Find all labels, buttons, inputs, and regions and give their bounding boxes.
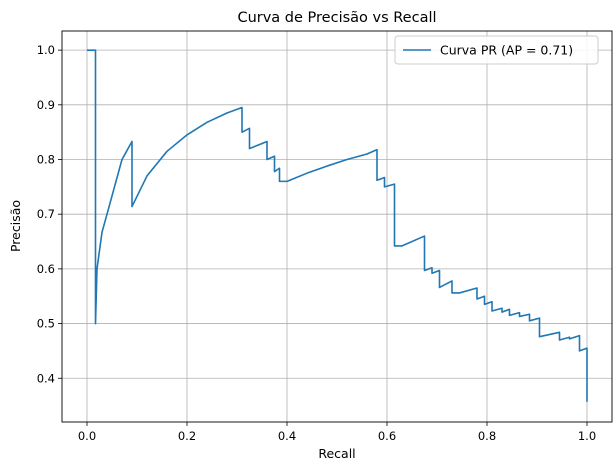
y-tick-label: 0.8 <box>37 153 55 167</box>
plot-layer <box>87 49 588 402</box>
y-tick-label: 1.0 <box>37 43 55 57</box>
x-tick-label: 0.0 <box>78 429 96 443</box>
legend-box <box>394 35 599 65</box>
y-tick-label: 0.7 <box>37 207 55 221</box>
x-tick-label: 0.2 <box>178 429 196 443</box>
x-tick-label: 0.6 <box>378 429 396 443</box>
x-axis-label: Recall <box>318 446 355 461</box>
legend-label: Curva PR (AP = 0.71) <box>440 43 573 58</box>
x-tick-label: 1.0 <box>578 429 596 443</box>
pr-curve-line <box>87 49 588 402</box>
chart-title: Curva de Precisão vs Recall <box>237 10 436 26</box>
axes-frame <box>61 30 613 423</box>
x-tick-label: 0.8 <box>478 429 496 443</box>
y-axis-label: Precisão <box>8 200 23 252</box>
tick-layer: 0.0 0.2 0.4 0.6 0.8 1.0 0.4 0.5 0.6 0.7 0.8 0.9 1.0 <box>37 43 596 443</box>
x-tick-label: 0.4 <box>278 429 296 443</box>
legend: Curva PR (AP = 0.71) <box>394 35 599 65</box>
y-tick-label: 0.6 <box>37 262 55 276</box>
y-tick-label: 0.5 <box>37 317 55 331</box>
y-tick-label: 0.9 <box>37 98 55 112</box>
y-tick-label: 0.4 <box>37 371 55 385</box>
